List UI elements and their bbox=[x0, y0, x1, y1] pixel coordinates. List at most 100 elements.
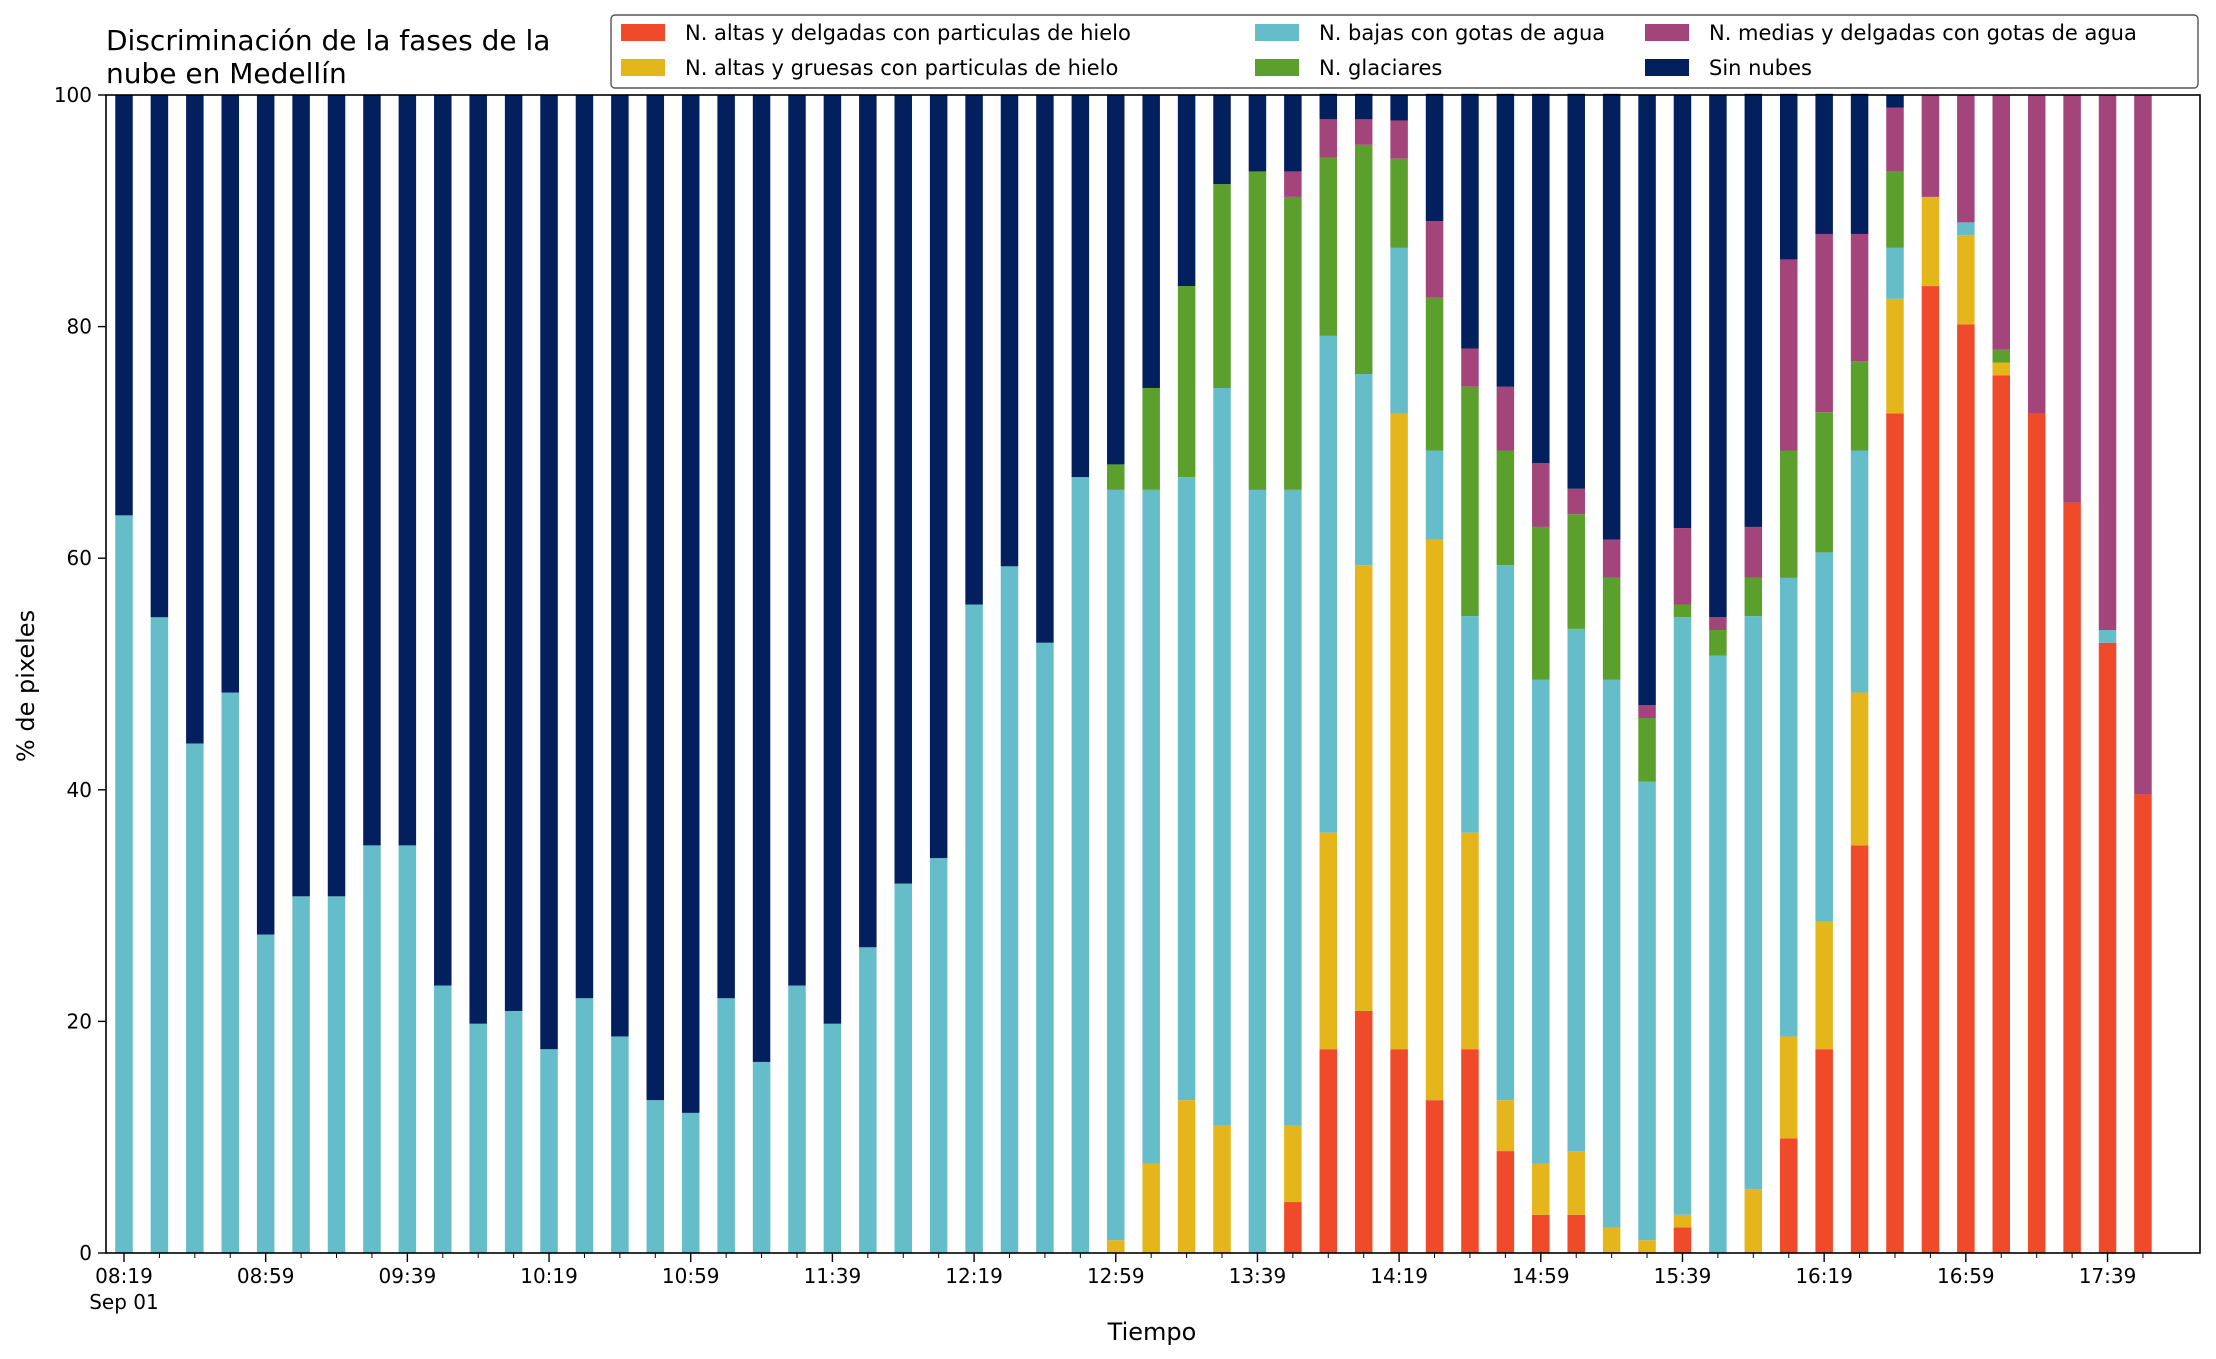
bar-segment-2-37 bbox=[1425, 450, 1444, 540]
y-tick-label: 20 bbox=[67, 1009, 92, 1033]
bar-segment-3-49 bbox=[1850, 361, 1869, 451]
bar-segment-1-48 bbox=[1815, 921, 1833, 1050]
legend-label-5: Sin nubes bbox=[1709, 56, 1812, 80]
y-tick-label: 80 bbox=[67, 315, 92, 339]
bar-segment-2-32 bbox=[1248, 489, 1267, 1253]
x-tick-label: 12:59 bbox=[1087, 1264, 1145, 1288]
bar-segment-3-46 bbox=[1744, 577, 1763, 617]
x-tick-label: 16:19 bbox=[1795, 1264, 1853, 1288]
bar-segment-5-21 bbox=[859, 95, 877, 948]
bar-segment-5-25 bbox=[1000, 95, 1019, 567]
bar-segment-2-8 bbox=[398, 845, 417, 1253]
bar-segment-2-40 bbox=[1532, 679, 1550, 1164]
bar-segment-2-31 bbox=[1213, 387, 1231, 1126]
bar-segment-5-32 bbox=[1248, 95, 1267, 172]
bar-segment-5-17 bbox=[717, 95, 735, 999]
y-tick-label: 40 bbox=[67, 778, 92, 802]
bar-segment-2-6 bbox=[327, 896, 346, 1253]
bar-segment-1-43 bbox=[1638, 1240, 1656, 1253]
x-tick-label: 14:59 bbox=[1512, 1264, 1570, 1288]
bar-segment-1-42 bbox=[1602, 1227, 1621, 1253]
bar-segment-2-38 bbox=[1461, 616, 1479, 833]
legend-swatch-1 bbox=[621, 59, 665, 76]
bar-segment-5-37 bbox=[1425, 93, 1444, 222]
bar-segment-1-47 bbox=[1779, 1036, 1798, 1139]
bar-segment-4-53 bbox=[1992, 95, 2011, 350]
bar-segment-5-12 bbox=[540, 95, 558, 1050]
y-axis-label: % de pixeles bbox=[12, 610, 40, 762]
bar-segment-5-23 bbox=[929, 95, 948, 859]
bar-segment-3-42 bbox=[1602, 577, 1621, 680]
bar-segment-2-9 bbox=[434, 985, 452, 1253]
bar-segment-3-50 bbox=[1886, 171, 1904, 248]
bar-segment-4-55 bbox=[2063, 95, 2081, 503]
bar-segment-0-53 bbox=[1992, 375, 2011, 1253]
bar-segment-0-48 bbox=[1815, 1049, 1833, 1253]
bar-segment-2-56 bbox=[2098, 630, 2117, 643]
bar-segment-4-34 bbox=[1319, 119, 1338, 158]
bar-segment-2-27 bbox=[1071, 477, 1090, 1253]
bar-segment-5-10 bbox=[469, 95, 487, 1024]
bar-segment-2-2 bbox=[186, 743, 204, 1253]
bar-segment-1-52 bbox=[1957, 235, 1975, 325]
bar-segment-2-39 bbox=[1496, 565, 1515, 1101]
bar-segment-4-47 bbox=[1779, 259, 1798, 451]
bar-segment-5-35 bbox=[1354, 93, 1373, 120]
bar-segment-0-36 bbox=[1390, 1049, 1408, 1253]
bar-segment-1-40 bbox=[1532, 1163, 1550, 1215]
chart-title-line-2: nube en Medellín bbox=[106, 57, 347, 90]
bar-segment-2-47 bbox=[1779, 577, 1798, 1037]
bar-segment-5-46 bbox=[1744, 93, 1763, 527]
bar-segment-1-29 bbox=[1142, 1163, 1160, 1253]
legend-label-0: N. altas y delgadas con particulas de hi… bbox=[685, 21, 1131, 45]
bar-segment-4-37 bbox=[1425, 221, 1444, 298]
bar-segment-4-44 bbox=[1673, 528, 1692, 605]
bar-segment-5-33 bbox=[1284, 95, 1302, 172]
bar-segment-4-57 bbox=[2134, 95, 2152, 795]
x-tick-label: 08:19 bbox=[95, 1264, 153, 1288]
bar-segment-4-39 bbox=[1496, 386, 1515, 451]
y-tick-label: 0 bbox=[79, 1241, 92, 1265]
bar-segment-5-1 bbox=[150, 95, 169, 618]
bar-segment-5-28 bbox=[1107, 95, 1125, 465]
bar-segment-5-48 bbox=[1815, 93, 1833, 234]
bar-segment-4-52 bbox=[1957, 95, 1975, 223]
bar-segment-5-9 bbox=[434, 95, 452, 986]
bar-segment-2-34 bbox=[1319, 335, 1338, 833]
bar-segment-4-50 bbox=[1886, 107, 1904, 172]
axes-group: 0 20 40 60 80 100 08:19 08:59 09:39 10:19 10:59 11:… bbox=[54, 83, 2201, 1314]
bar-segment-0-49 bbox=[1850, 845, 1869, 1253]
bar-segment-2-7 bbox=[363, 845, 381, 1253]
bar-segment-5-45 bbox=[1709, 95, 1727, 618]
bar-segment-3-29 bbox=[1142, 387, 1160, 490]
bar-segment-1-53 bbox=[1992, 362, 2011, 376]
bar-segment-5-11 bbox=[504, 95, 523, 1011]
bar-segment-0-55 bbox=[2063, 502, 2081, 1253]
bar-segment-1-39 bbox=[1496, 1100, 1515, 1152]
x-tick-label: 15:39 bbox=[1654, 1264, 1712, 1288]
bar-segment-1-35 bbox=[1354, 565, 1373, 1011]
chart-title-line-1: Discriminación de la fases de la bbox=[106, 24, 550, 57]
bar-segment-2-43 bbox=[1638, 781, 1656, 1241]
bar-segment-0-40 bbox=[1532, 1214, 1550, 1253]
bar-segment-5-47 bbox=[1779, 93, 1798, 260]
legend: N. altas y delgadas con particulas de hi… bbox=[610, 14, 2199, 89]
x-tick-label: 08:59 bbox=[237, 1264, 295, 1288]
bar-segment-5-30 bbox=[1177, 95, 1196, 287]
bar-segment-2-26 bbox=[1036, 642, 1054, 1253]
bar-segment-2-42 bbox=[1602, 679, 1621, 1228]
bar-segment-2-0 bbox=[115, 515, 133, 1253]
bar-segment-0-34 bbox=[1319, 1049, 1338, 1253]
bar-segment-5-39 bbox=[1496, 93, 1515, 387]
bar-segment-2-15 bbox=[646, 1100, 665, 1253]
bar-segment-3-41 bbox=[1567, 514, 1585, 629]
bar-segment-4-51 bbox=[1921, 95, 1940, 197]
bar-segment-2-12 bbox=[540, 1049, 558, 1253]
bar-segment-0-51 bbox=[1921, 286, 1940, 1253]
bar-segment-1-37 bbox=[1425, 539, 1444, 1101]
x-tick-label: 17:39 bbox=[2079, 1264, 2137, 1288]
bar-segment-1-51 bbox=[1921, 196, 1940, 287]
bar-segment-5-18 bbox=[752, 95, 771, 1062]
legend-swatch-0 bbox=[621, 24, 665, 41]
